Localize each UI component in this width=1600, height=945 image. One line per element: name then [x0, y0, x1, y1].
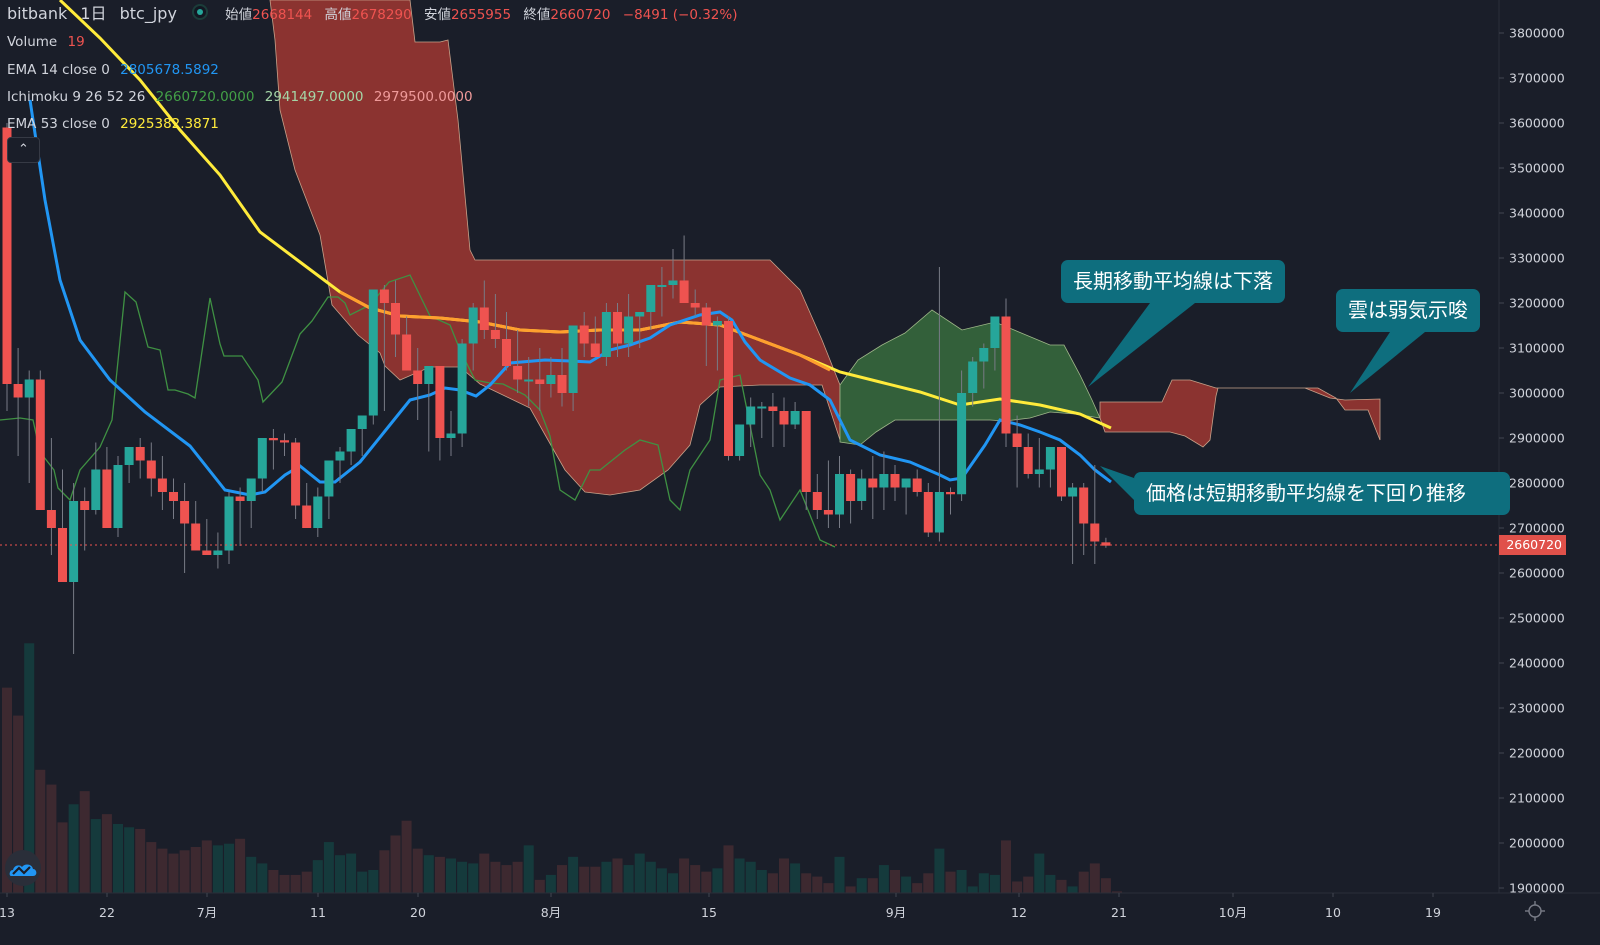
svg-text:8月: 8月 — [541, 905, 561, 920]
gear-icon — [1525, 901, 1545, 921]
ema53-label: EMA 53 close 0 — [7, 116, 110, 133]
legend: bitbank 1日 btc_jpy 始値2668144 高値2678290 安… — [7, 0, 746, 138]
change-value: −8491 (−0.32%) — [622, 7, 738, 23]
svg-text:11: 11 — [310, 905, 326, 920]
svg-text:3700000: 3700000 — [1509, 71, 1565, 86]
svg-text:3600000: 3600000 — [1509, 116, 1565, 131]
settings-button[interactable] — [1522, 898, 1548, 924]
ichimoku-value-1: 2660720.0000 — [155, 88, 255, 105]
ohlc-values: 始値2668144 高値2678290 安値2655955 終値2660720 … — [225, 7, 745, 23]
legend-ema53[interactable]: EMA 53 close 0 2925382.3871 — [7, 111, 746, 138]
ema14-label: EMA 14 close 0 — [7, 61, 110, 78]
ichimoku-value-2: 2941497.0000 — [264, 88, 364, 105]
svg-text:2800000: 2800000 — [1509, 476, 1565, 491]
low-label: 安値 — [423, 7, 451, 23]
tradingview-cloud-icon — [9, 864, 37, 876]
svg-text:3500000: 3500000 — [1509, 161, 1565, 176]
ichimoku-label: Ichimoku 9 26 52 26 — [7, 88, 146, 105]
svg-text:1900000: 1900000 — [1509, 881, 1565, 896]
symbol-header: bitbank 1日 btc_jpy 始値2668144 高値2678290 安… — [7, 0, 746, 29]
svg-text:2600000: 2600000 — [1509, 566, 1565, 581]
low-value: 2655955 — [450, 7, 512, 23]
high-label: 高値 — [324, 7, 352, 23]
high-value: 2678290 — [351, 7, 412, 23]
callout-long-ma[interactable]: 長期移動平均線は下落 — [1061, 260, 1285, 303]
open-label: 始値 — [225, 7, 253, 23]
svg-text:22: 22 — [99, 905, 115, 920]
ema14-value: 2805678.5892 — [120, 61, 219, 78]
callout-price[interactable]: 価格は短期移動平均線を下回り推移 — [1134, 472, 1510, 515]
svg-text:2500000: 2500000 — [1509, 611, 1565, 626]
svg-text:3200000: 3200000 — [1509, 296, 1565, 311]
svg-text:3300000: 3300000 — [1509, 251, 1565, 266]
symbol-name[interactable]: btc_jpy — [119, 4, 177, 23]
svg-text:10: 10 — [1325, 905, 1341, 920]
svg-text:15: 15 — [701, 905, 717, 920]
ema53-value: 2925382.3871 — [120, 116, 219, 133]
svg-text:2100000: 2100000 — [1509, 791, 1565, 806]
close-label: 終値 — [523, 7, 551, 23]
interval-label[interactable]: 1日 — [80, 4, 107, 23]
svg-text:7月: 7月 — [197, 905, 217, 920]
chevron-up-icon: ⌃ — [18, 142, 29, 157]
market-status-icon — [192, 4, 209, 20]
volume-value: 19 — [67, 34, 85, 51]
svg-text:2400000: 2400000 — [1509, 656, 1565, 671]
svg-text:2000000: 2000000 — [1509, 836, 1565, 851]
legend-ema14[interactable]: EMA 14 close 0 2805678.5892 — [7, 57, 746, 84]
open-value: 2668144 — [252, 7, 313, 23]
collapse-legend-button[interactable]: ⌃ — [7, 137, 40, 163]
exchange-name[interactable]: bitbank — [7, 4, 68, 23]
svg-text:2700000: 2700000 — [1509, 521, 1565, 536]
svg-text:19: 19 — [1425, 905, 1441, 920]
close-value: 2660720 — [550, 7, 611, 23]
svg-text:9月: 9月 — [886, 905, 906, 920]
svg-text:2200000: 2200000 — [1509, 746, 1565, 761]
svg-text:20: 20 — [410, 905, 426, 920]
callout-cloud[interactable]: 雲は弱気示唆 — [1336, 289, 1480, 332]
svg-text:2900000: 2900000 — [1509, 431, 1565, 446]
legend-ichimoku[interactable]: Ichimoku 9 26 52 26 2660720.0000 2941497… — [7, 84, 746, 111]
tradingview-logo[interactable] — [5, 850, 41, 886]
svg-text:10月: 10月 — [1219, 905, 1247, 920]
svg-text:3800000: 3800000 — [1509, 26, 1565, 41]
ichimoku-value-3: 2979500.0000 — [373, 88, 473, 105]
current-price-label: 2660720 — [1499, 535, 1566, 555]
svg-text:3000000: 3000000 — [1509, 386, 1565, 401]
svg-text:2300000: 2300000 — [1509, 701, 1565, 716]
svg-text:12: 12 — [1011, 905, 1027, 920]
volume-label: Volume — [7, 34, 58, 51]
svg-text:21: 21 — [1111, 905, 1127, 920]
svg-text:3400000: 3400000 — [1509, 206, 1565, 221]
svg-text:13: 13 — [0, 905, 15, 920]
svg-text:3100000: 3100000 — [1509, 341, 1565, 356]
legend-volume[interactable]: Volume 19 — [7, 29, 746, 56]
